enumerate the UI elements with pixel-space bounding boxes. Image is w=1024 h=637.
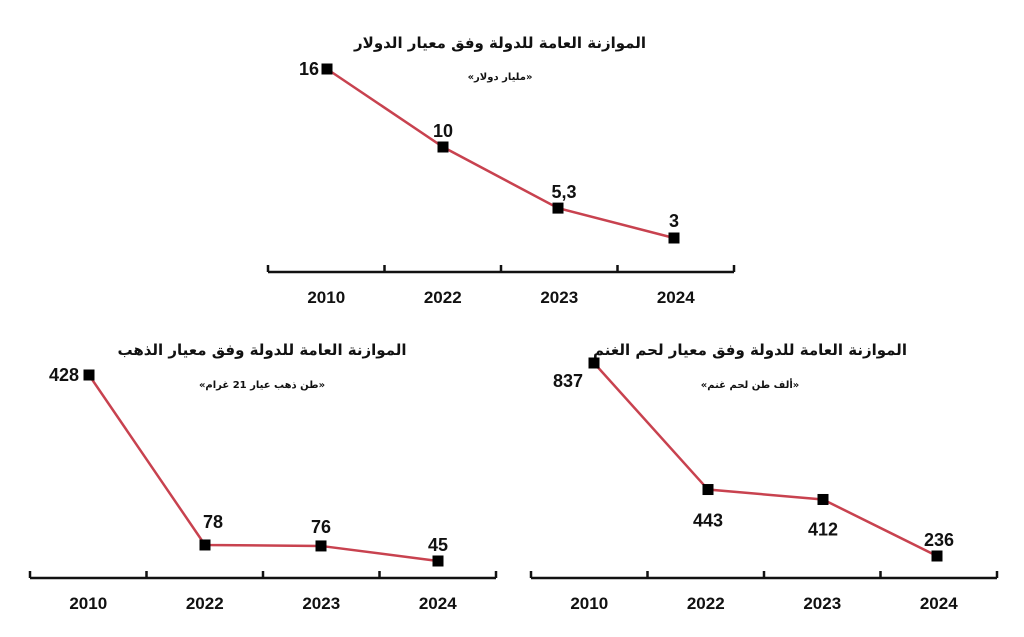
chart-dollar-data-label: 16 xyxy=(299,59,319,79)
chart-dollar-point-marker xyxy=(668,232,680,244)
chart-dollar-category-label: 2024 xyxy=(657,288,695,307)
chart-gold-data-label: 78 xyxy=(203,512,223,532)
chart-dollar-category-label: 2023 xyxy=(540,288,578,307)
chart-mutton-point-marker xyxy=(931,550,943,562)
chart-dollar-data-label: 10 xyxy=(433,121,453,141)
chart-gold-category-label: 2010 xyxy=(69,594,107,613)
chart-dollar-title: الموازنة العامة للدولة وفق معيار الدولار xyxy=(353,34,646,52)
chart-dollar-data-label: 3 xyxy=(669,211,679,231)
chart-dollar-point-marker xyxy=(437,141,449,153)
chart-dollar-subtitle: «مليار دولار» xyxy=(468,72,533,83)
chart-gold-point-marker xyxy=(83,369,95,381)
chart-mutton-point-marker xyxy=(817,493,829,505)
chart-dollar-category-label: 2022 xyxy=(424,288,462,307)
chart-dollar-data-label: 5,3 xyxy=(551,182,576,202)
chart-mutton-data-label: 412 xyxy=(808,519,838,539)
chart-gold-category-label: 2022 xyxy=(186,594,224,613)
chart-gold-data-label: 428 xyxy=(49,365,79,385)
chart-gold-data-label: 76 xyxy=(311,517,331,537)
chart-gold-category-label: 2023 xyxy=(302,594,340,613)
chart-dollar-point-marker xyxy=(321,63,333,75)
chart-mutton-data-label: 236 xyxy=(924,530,954,550)
chart-dollar-series-line xyxy=(326,67,675,240)
chart-gold-subtitle: «طن ذهب عيار 21 غرام» xyxy=(199,380,325,391)
chart-mutton-subtitle: «ألف طن لحم غنم» xyxy=(701,378,799,391)
chart-gold-point-marker xyxy=(199,539,211,551)
chart-mutton-title: الموازنة العامة للدولة وفق معيار لحم الغ… xyxy=(593,341,907,359)
chart-mutton-category-label: 2010 xyxy=(570,594,608,613)
chart-mutton-point-marker xyxy=(588,357,600,369)
chart-dollar-point-marker xyxy=(552,202,564,214)
chart-mutton-point-marker xyxy=(702,484,714,496)
chart-gold-data-label: 45 xyxy=(428,535,448,555)
chart-dollar-category-label: 2010 xyxy=(307,288,345,307)
chart-mutton-series-line xyxy=(593,362,938,558)
chart-gold-series-line xyxy=(87,374,439,563)
chart-dollar: الموازنة العامة للدولة وفق معيار الدولار… xyxy=(266,34,736,307)
chart-mutton: الموازنة العامة للدولة وفق معيار لحم الغ… xyxy=(529,341,999,613)
chart-mutton-data-label: 443 xyxy=(693,511,723,531)
chart-mutton-category-label: 2023 xyxy=(803,594,841,613)
chart-gold-point-marker xyxy=(432,555,444,567)
chart-gold-title: الموازنة العامة للدولة وفق معيار الذهب xyxy=(117,341,406,359)
chart-mutton-category-label: 2024 xyxy=(920,594,958,613)
chart-mutton-category-label: 2022 xyxy=(687,594,725,613)
chart-gold-category-label: 2024 xyxy=(419,594,457,613)
chart-gold: الموازنة العامة للدولة وفق معيار الذهب «… xyxy=(28,341,498,613)
chart-gold-point-marker xyxy=(315,540,327,552)
chart-mutton-data-label: 837 xyxy=(553,371,583,391)
